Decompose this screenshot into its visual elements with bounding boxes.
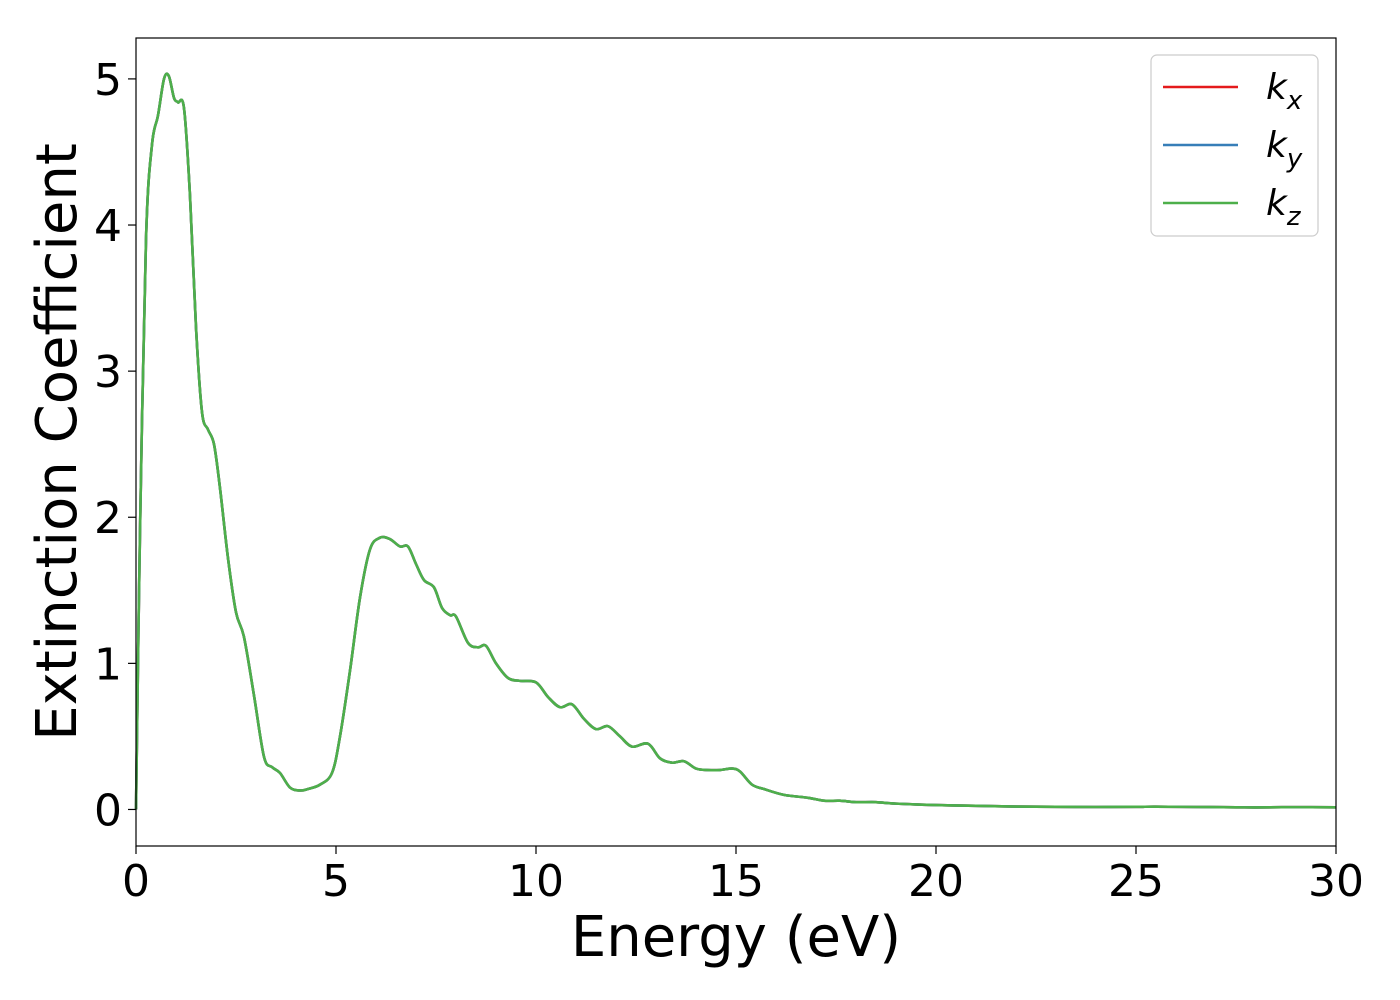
y-tick-label: 5 [94, 55, 122, 106]
y-tick-label: 0 [94, 785, 122, 836]
x-axis: 0 5 10 15 20 25 30 [122, 846, 1364, 907]
x-tick-label: 15 [708, 856, 764, 907]
y-axis: 0 1 2 3 4 5 [94, 55, 136, 836]
x-tick-label: 5 [322, 856, 350, 907]
series-line-z [134, 72, 1337, 810]
y-tick-label: 3 [94, 347, 122, 398]
y-axis-title: Extinction Coefficient [25, 143, 90, 741]
y-tick-label: 4 [94, 201, 122, 252]
x-axis-title: Energy (eV) [571, 905, 901, 970]
x-tick-label: 20 [908, 856, 964, 907]
x-tick-label: 0 [122, 856, 150, 907]
y-tick-label: 1 [94, 639, 122, 690]
x-tick-label: 10 [508, 856, 564, 907]
x-tick-label: 30 [1308, 856, 1364, 907]
series-lines [134, 72, 1337, 810]
x-tick-label: 25 [1108, 856, 1164, 907]
y-tick-label: 2 [94, 493, 122, 544]
